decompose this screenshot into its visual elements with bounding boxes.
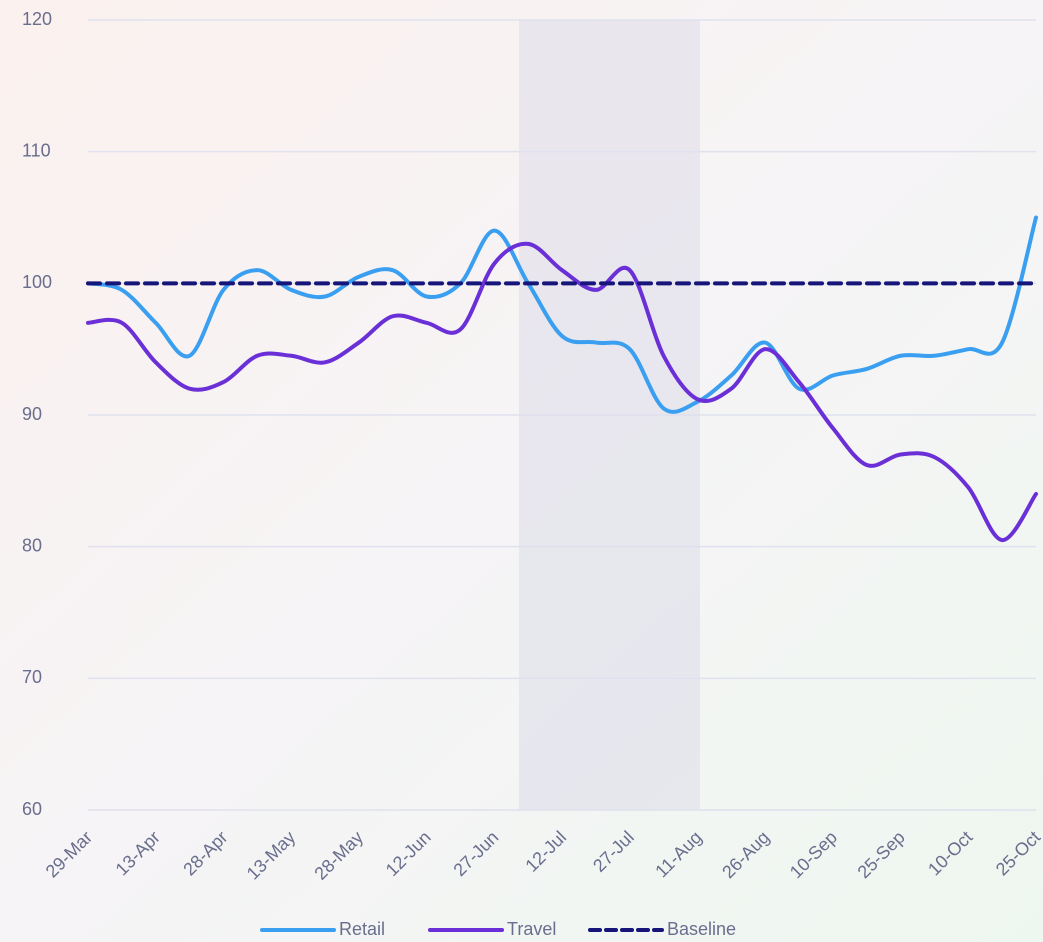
y-tick-label: 90 xyxy=(22,404,42,424)
line-series xyxy=(86,241,1038,543)
legend-label: Retail xyxy=(339,919,385,939)
y-tick-label: 120 xyxy=(22,9,52,29)
y-tick-label: 70 xyxy=(22,667,42,687)
y-tick-label: 60 xyxy=(22,799,42,819)
legend-label: Baseline xyxy=(667,919,736,939)
y-tick-label: 110 xyxy=(22,140,51,160)
line-series xyxy=(86,215,1038,414)
y-tick-label: 80 xyxy=(22,535,42,555)
y-tick-label: 100 xyxy=(22,272,52,292)
legend-label: Travel xyxy=(507,919,556,939)
